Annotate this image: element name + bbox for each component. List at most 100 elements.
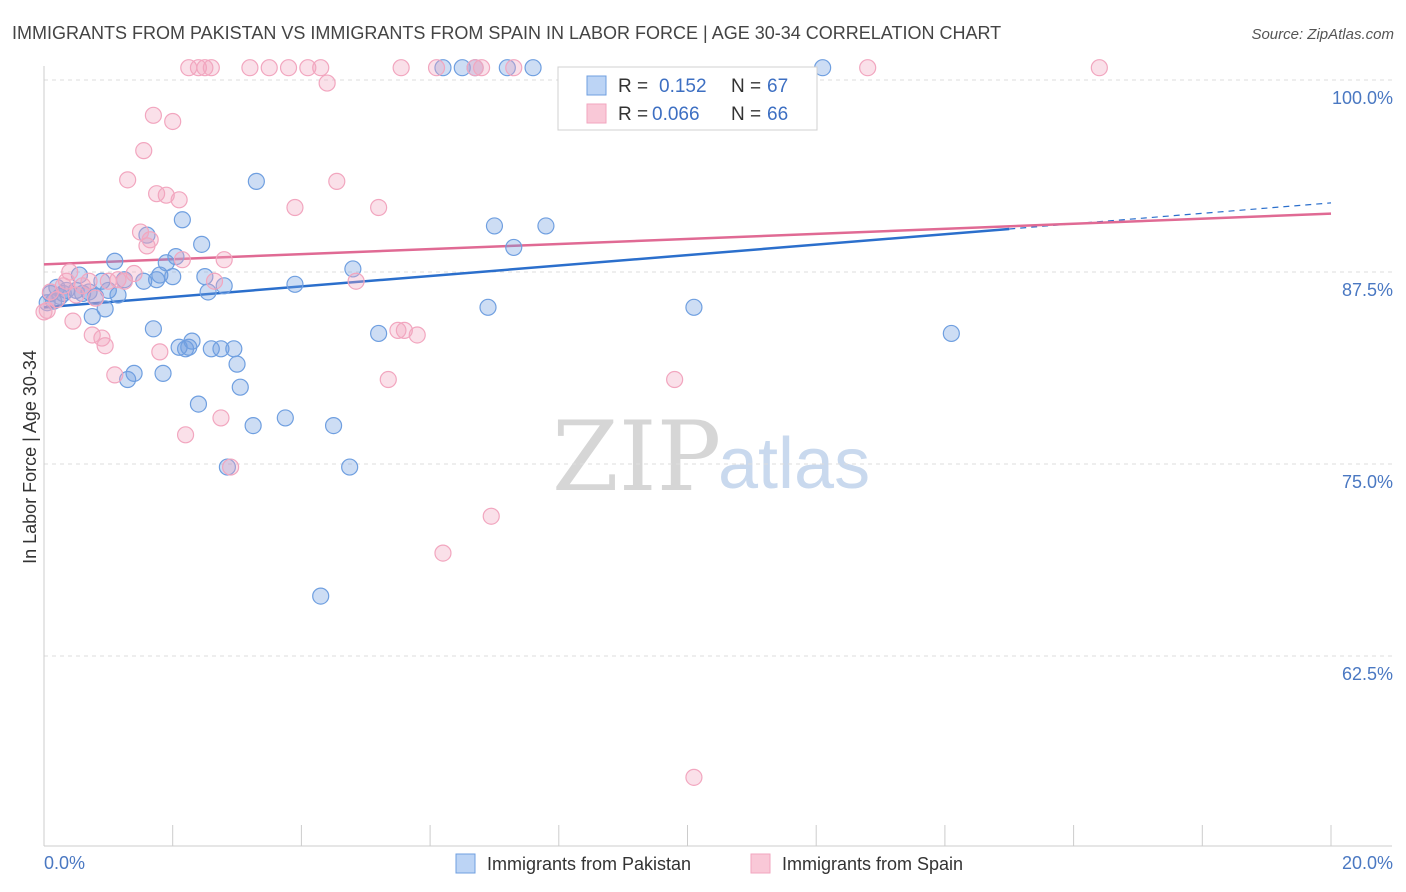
legend-r-label-pakistan: R = — [618, 76, 648, 97]
point-spain-64 — [1090, 59, 1108, 77]
point-pakistan-14 — [106, 252, 124, 270]
point-spain-47 — [328, 172, 346, 190]
point-pakistan-59 — [505, 238, 523, 257]
point-spain-23 — [141, 231, 159, 249]
legend-r-value-spain: 0.066 — [652, 104, 700, 125]
point-spain-39 — [222, 458, 240, 476]
point-pakistan-33 — [189, 395, 208, 413]
point-spain-18 — [119, 171, 137, 189]
point-pakistan-17 — [119, 370, 137, 389]
legend-r-value-pakistan: 0.152 — [659, 76, 707, 97]
point-pakistan-25 — [157, 254, 175, 272]
point-spain-27 — [157, 186, 175, 204]
point-spain-62 — [685, 768, 703, 786]
point-spain-61 — [666, 370, 684, 389]
point-pakistan-56 — [479, 298, 497, 316]
point-spain-4 — [57, 272, 76, 290]
point-spain-30 — [173, 251, 191, 269]
point-pakistan-60 — [524, 59, 542, 77]
point-pakistan-38 — [212, 340, 230, 358]
point-spain-15 — [106, 366, 124, 384]
point-pakistan-48 — [312, 587, 330, 605]
point-pakistan-49 — [324, 417, 343, 435]
point-pakistan-39 — [215, 277, 233, 295]
legend-n-label-spain: N = — [731, 104, 761, 125]
point-spain-48 — [347, 272, 365, 290]
chart-title: IMMIGRANTS FROM PAKISTAN VS IMMIGRANTS F… — [12, 23, 1001, 43]
y-tick-label-3: 62.5% — [1342, 664, 1393, 684]
point-pakistan-13 — [99, 281, 117, 300]
point-pakistan-46 — [276, 409, 294, 427]
y-tick-label-1: 87.5% — [1342, 280, 1393, 300]
point-spain-34 — [196, 59, 214, 77]
axes — [43, 66, 1392, 847]
point-spain-53 — [395, 321, 413, 339]
point-pakistan-29 — [173, 211, 191, 229]
point-spain-38 — [215, 251, 233, 269]
point-spain-43 — [286, 198, 304, 217]
point-pakistan-52 — [370, 324, 388, 343]
point-pakistan-43 — [231, 378, 249, 396]
legend-swatch-pakistan — [586, 75, 607, 96]
point-pakistan-64 — [942, 324, 960, 343]
point-pakistan-21 — [144, 320, 162, 338]
point-spain-10 — [83, 326, 101, 344]
point-pakistan-34 — [193, 235, 211, 253]
point-spain-52 — [392, 59, 410, 77]
grid-lines — [44, 79, 1392, 657]
point-pakistan-41 — [225, 340, 243, 358]
point-spain-59 — [482, 507, 500, 525]
point-pakistan-24 — [154, 364, 172, 382]
point-pakistan-44 — [244, 417, 262, 435]
point-spain-55 — [427, 59, 446, 77]
bottom-legend-label-spain: Immigrants from Spain — [782, 854, 963, 874]
legend-r-label-spain: R = — [618, 104, 648, 125]
point-spain-31 — [176, 426, 195, 444]
point-spain-63 — [859, 59, 877, 77]
tick-labels: 100.0% 87.5% 75.0% 62.5% 0.0% 20.0% — [44, 88, 1393, 873]
stats-legend: R = 0.152 N = 67 R = 0.066 N = 66 — [557, 66, 818, 131]
bottom-legend-swatch-pakistan — [455, 853, 476, 874]
point-spain-40 — [241, 59, 259, 77]
point-spain-44 — [299, 59, 317, 77]
point-spain-3 — [54, 277, 72, 295]
watermark-zip: ZIP — [552, 401, 721, 513]
trend-lines — [43, 202, 1332, 309]
point-spain-19 — [125, 264, 143, 283]
y-tick-label-2: 75.0% — [1342, 472, 1393, 492]
point-spain-28 — [164, 112, 182, 131]
chart-source: Source: ZipAtlas.com — [1251, 26, 1394, 43]
point-spain-7 — [67, 286, 85, 304]
bottom-legend-swatch-spain — [750, 853, 771, 874]
point-pakistan-22 — [148, 271, 166, 289]
point-pakistan-62 — [685, 298, 703, 316]
point-spain-33 — [189, 59, 208, 77]
point-pakistan-15 — [109, 286, 127, 304]
point-spain-36 — [205, 272, 224, 290]
trend-line-extension-pakistan — [1009, 202, 1332, 230]
point-pakistan-42 — [228, 355, 246, 373]
point-spain-42 — [279, 59, 298, 77]
point-spain-16 — [109, 271, 127, 289]
point-pakistan-54 — [453, 59, 471, 77]
point-pakistan-12 — [96, 300, 114, 318]
point-spain-57 — [466, 59, 484, 77]
legend-n-value-pakistan: 67 — [767, 76, 788, 97]
point-spain-11 — [86, 289, 105, 307]
point-pakistan-32 — [183, 332, 201, 350]
bottom-legend: Immigrants from Pakistan Immigrants from… — [455, 853, 963, 874]
point-spain-2 — [48, 291, 66, 309]
point-pakistan-50 — [341, 458, 359, 476]
trend-line-spain — [43, 212, 1332, 266]
point-spain-9 — [80, 272, 98, 290]
point-spain-35 — [202, 59, 220, 77]
point-spain-5 — [61, 263, 79, 281]
point-pakistan-9 — [83, 307, 101, 326]
point-spain-54 — [408, 326, 426, 344]
point-pakistan-53 — [434, 59, 452, 77]
trend-line-pakistan — [43, 227, 1010, 309]
x-tick-label-0: 0.0% — [44, 853, 85, 873]
point-pakistan-57 — [485, 217, 504, 235]
point-pakistan-18 — [125, 364, 143, 382]
